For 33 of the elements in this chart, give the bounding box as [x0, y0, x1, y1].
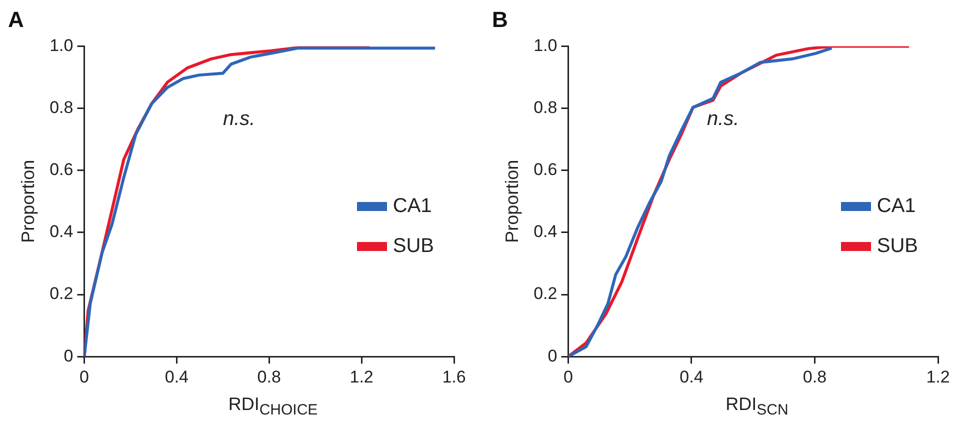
y-tick-label: 0.4 — [534, 222, 558, 242]
x-tick-label: 0.4 — [680, 367, 704, 386]
x-tick-label: 0.8 — [802, 367, 827, 386]
y-axis-title: Proportion — [502, 160, 522, 243]
x-tick-label: 1.6 — [442, 367, 466, 386]
annotation: n.s. — [223, 108, 256, 131]
x-tick-label: 1.2 — [350, 367, 374, 386]
legend-label: SUB — [392, 234, 434, 258]
x-axis-title: RDI$_{SCN}$ — [724, 394, 790, 419]
x-tick-label: 0 — [80, 367, 89, 386]
y-tick-label: 0.2 — [534, 284, 558, 304]
legend-label: SUB — [876, 234, 918, 258]
y-tick-label: 0 — [548, 346, 558, 366]
chart-title: A — [8, 7, 25, 32]
y-tick-label: 0 — [64, 346, 74, 366]
y-tick-label: 0.6 — [50, 160, 74, 180]
annotation: n.s. — [707, 108, 740, 131]
y-axis-title: Proportion — [18, 160, 38, 243]
x-tick-label: 1.2 — [926, 367, 950, 386]
y-tick-label: 0.8 — [534, 98, 558, 117]
y-tick-label: 0.2 — [50, 284, 74, 304]
y-tick-label: 1.0 — [534, 36, 558, 55]
y-tick-label: 0.8 — [50, 98, 74, 117]
y-tick-label: 0.4 — [50, 222, 74, 242]
x-tick-label: 0.4 — [164, 367, 188, 386]
legend-label: CA1 — [392, 194, 432, 218]
y-tick-label: 0.6 — [534, 160, 558, 180]
y-tick-label: 1.0 — [50, 36, 74, 55]
legend-label: CA1 — [876, 194, 916, 218]
x-axis-title: RDI$_{CHOICE}$ — [227, 394, 319, 419]
chart-title: B — [492, 7, 509, 32]
x-tick-label: 0 — [564, 367, 573, 386]
x-tick-label: 0.8 — [257, 367, 281, 386]
